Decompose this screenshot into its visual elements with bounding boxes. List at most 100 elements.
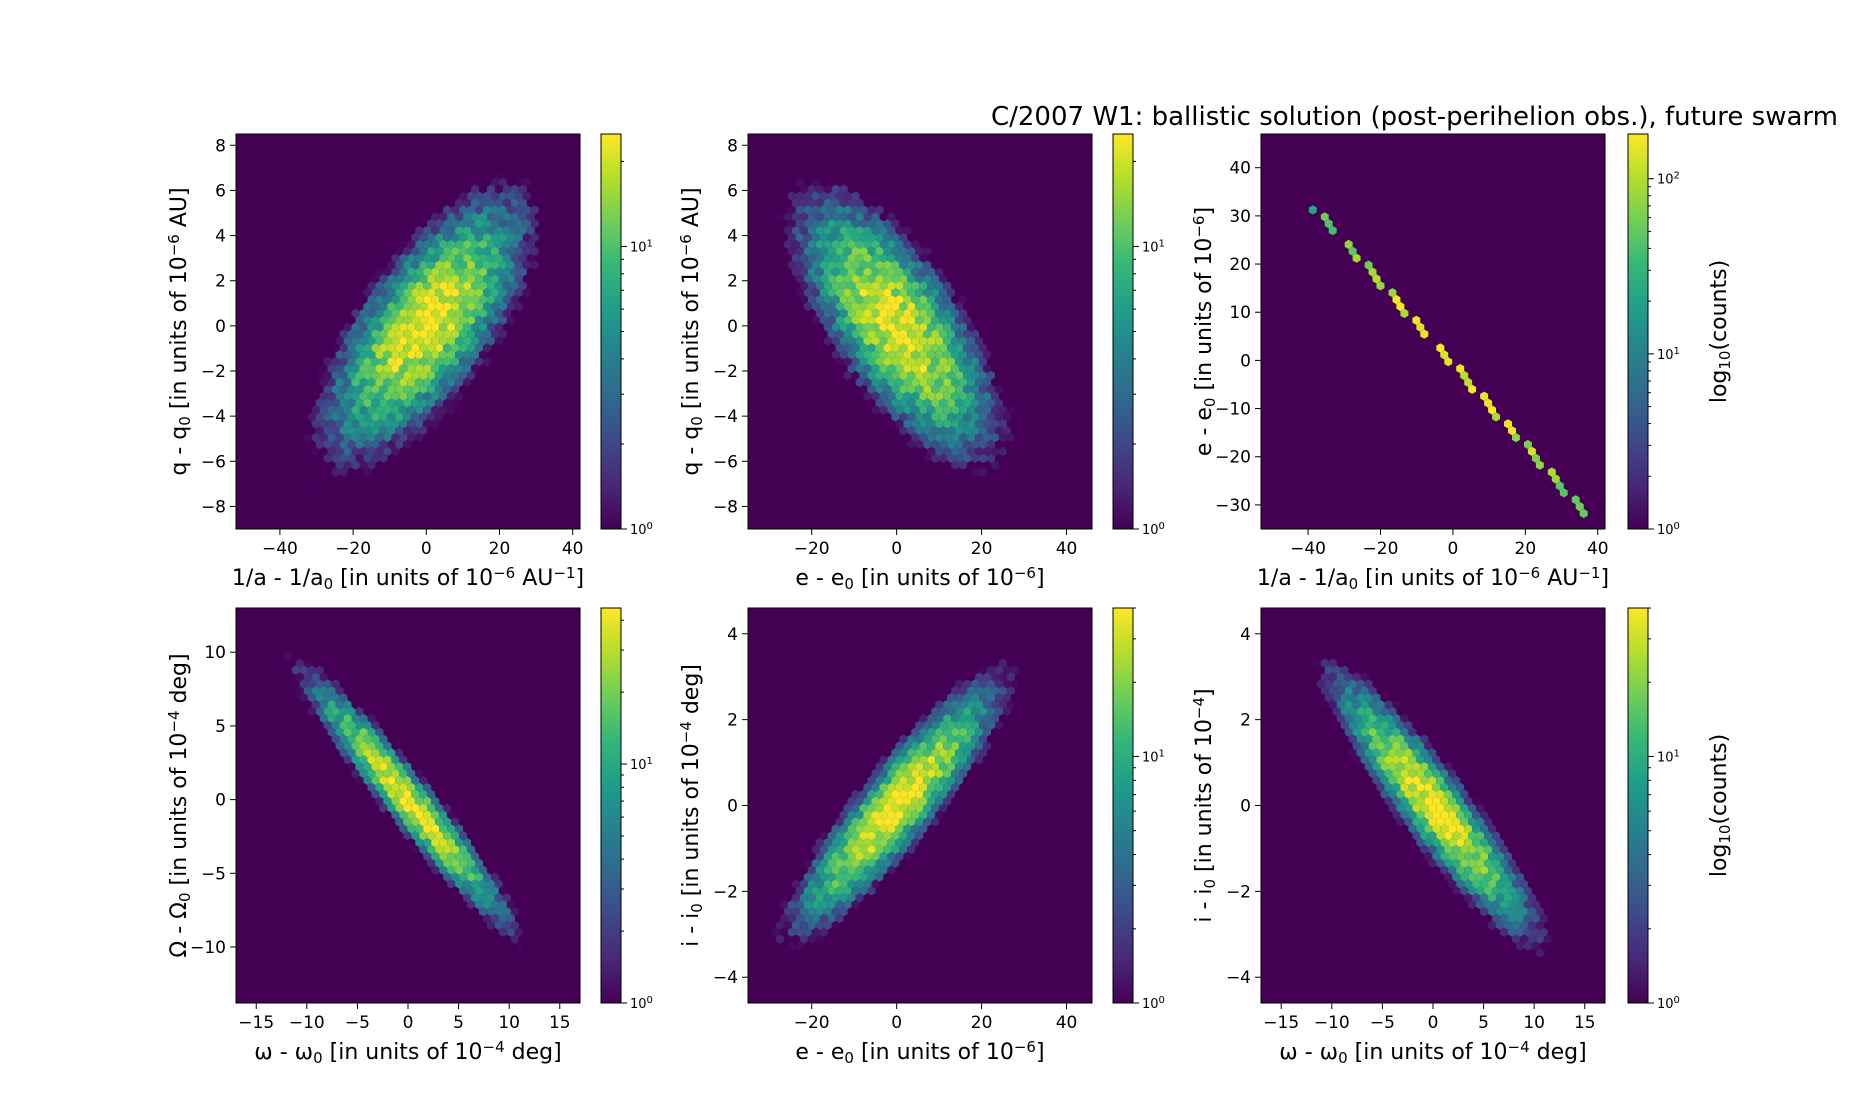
hexbin-cell <box>1512 893 1520 903</box>
hexbin-cell <box>467 315 475 325</box>
hexbin-cell <box>979 508 987 519</box>
hexbin-cell <box>779 274 788 284</box>
hexbin-cell <box>895 364 904 374</box>
hexbin-cell <box>1420 775 1429 786</box>
colorbar-tick-label: 102 <box>1657 171 1680 188</box>
hexbin-cell <box>287 488 296 498</box>
hexbin-cell <box>479 308 487 318</box>
hexbin-cell <box>915 246 924 256</box>
hexbin-cell <box>479 879 487 889</box>
hexbin-cell <box>506 913 515 924</box>
colorbar-tick-label: 100 <box>1657 995 1680 1012</box>
hexbin-cell <box>975 391 983 401</box>
hexbin-cell <box>951 405 960 415</box>
hexbin-cell <box>1412 831 1421 841</box>
hexbin-cell <box>903 364 912 374</box>
hexbin-cell <box>835 260 844 270</box>
hexbin-cell <box>1531 453 1540 463</box>
hexbin-cell <box>319 433 328 443</box>
hexbin-cell <box>1014 631 1023 641</box>
x-tick-label: 0 <box>891 1013 902 1033</box>
hexbin-cell <box>510 212 519 222</box>
hexbin-cell <box>943 782 952 792</box>
hexbin-cell <box>919 405 928 415</box>
hexbin-cell <box>1559 976 1568 986</box>
hexbin-cell <box>843 886 852 896</box>
hexbin-cell <box>963 329 972 339</box>
hexbin-cell <box>1352 755 1361 765</box>
hexbin-cell <box>919 727 928 737</box>
hexbin-cell <box>1416 741 1425 751</box>
hexbin-cell <box>847 253 856 263</box>
hexbin-cell <box>1360 782 1369 792</box>
hexbin-cell <box>971 720 980 730</box>
hexbin-cell <box>363 439 372 450</box>
hexbin-cell <box>1531 927 1540 937</box>
hexbin-cell <box>498 886 507 896</box>
hexbin-cell <box>387 803 396 813</box>
hexbin-cell <box>1018 398 1027 408</box>
hexbin-cell <box>1496 851 1504 861</box>
hexbin-cell <box>542 267 551 277</box>
hexbin-cell <box>514 191 523 201</box>
hexbin-cell <box>831 281 840 291</box>
hexbin-cell <box>367 322 376 332</box>
hexbin-cell <box>939 274 948 284</box>
hexbin-cell <box>471 226 479 236</box>
hexbin-cell <box>419 817 428 827</box>
hexbin-cell <box>915 343 924 353</box>
hexbin-cell <box>339 453 348 463</box>
hexbin-cell <box>951 686 960 696</box>
hexbin-cell <box>779 260 788 270</box>
hexbin-cell <box>911 782 920 792</box>
hexbin-cell <box>331 426 340 436</box>
hexbin-cell <box>859 260 868 270</box>
hexbin-cell <box>851 260 860 270</box>
hexbin-cell <box>463 295 471 305</box>
x-tick-label: −20 <box>1363 539 1399 559</box>
hexbin-cell <box>775 934 784 944</box>
hexbin-cell <box>1444 886 1453 896</box>
hexbin-cell <box>851 370 860 381</box>
hexbin-cell <box>335 364 344 374</box>
hexbin-cell <box>959 755 968 765</box>
hexbin-cell <box>335 713 344 723</box>
hexbin-cell <box>459 370 468 381</box>
hexbin-cell <box>407 253 416 263</box>
hexbin-cell <box>494 226 503 236</box>
hexbin-cell <box>875 789 884 799</box>
hexbin-cell <box>391 419 400 429</box>
hexbin-cell <box>855 322 864 332</box>
hexbin-cell <box>1440 851 1449 861</box>
hexbin-cell <box>935 377 944 387</box>
hexbin-cell <box>899 803 908 813</box>
hexbin-cell <box>887 377 896 387</box>
hexbin-cell <box>815 184 824 194</box>
hexbin-cell <box>331 329 340 339</box>
hexbin-cell <box>843 803 852 813</box>
hexbin-cell <box>351 460 360 470</box>
hexbin-cell <box>995 706 1003 717</box>
hexbin-cell <box>871 769 880 779</box>
hexbin-cell <box>395 315 404 325</box>
hexbin-cell <box>979 720 987 730</box>
hexbin-cell <box>939 343 948 353</box>
hexbin-cell <box>907 357 916 367</box>
hexbin-cell <box>1480 893 1489 903</box>
hexbin-cell <box>899 370 908 381</box>
hexbin-cell <box>1500 927 1508 937</box>
hexbin-cell <box>1456 879 1465 889</box>
hexbin-cell <box>959 350 968 360</box>
hexbin-cell <box>347 412 356 422</box>
hexbin-cell <box>1488 865 1496 875</box>
hexbin-cell <box>827 205 836 215</box>
hexbin-cell <box>463 907 471 917</box>
hexbin-cell <box>343 308 352 318</box>
hexbin-cell <box>407 308 416 318</box>
y-tick-label: −4 <box>1226 968 1251 988</box>
hexbin-cell <box>1464 879 1473 889</box>
hexbin-cell <box>479 865 487 875</box>
hexbin-cell <box>483 260 491 270</box>
hexbin-cell <box>407 336 416 346</box>
hexbin-cell <box>487 893 495 903</box>
